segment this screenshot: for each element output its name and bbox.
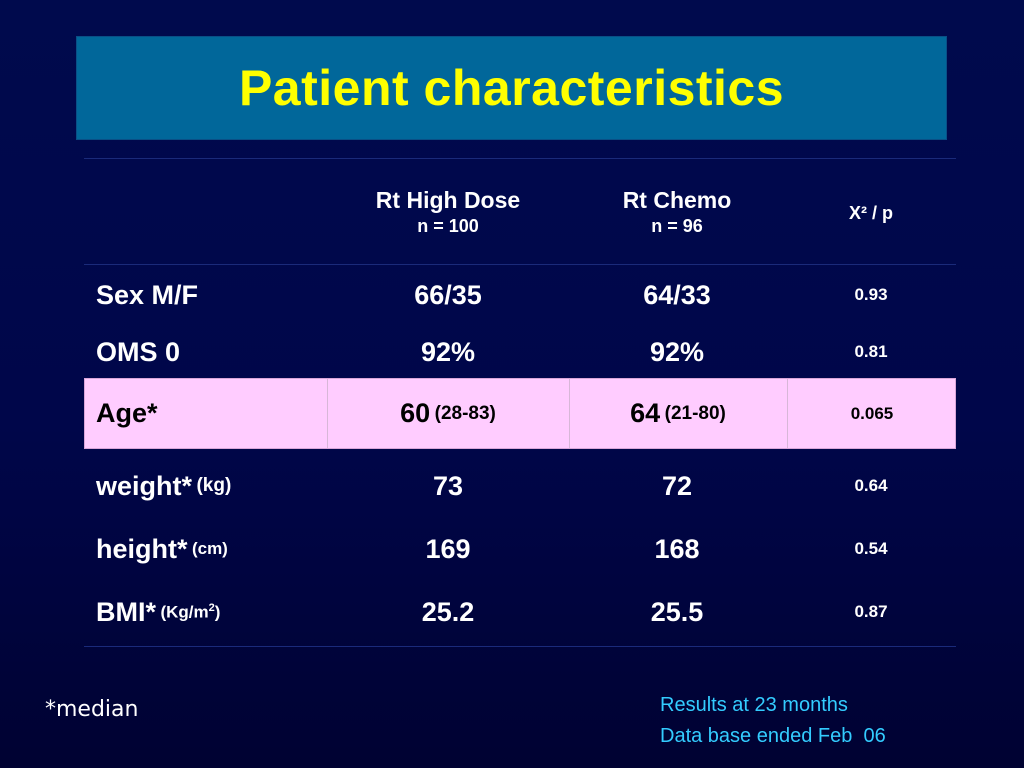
cell-height-p: 0.54 bbox=[854, 539, 888, 558]
column-divider bbox=[787, 379, 788, 448]
row-unit: (cm) bbox=[191, 539, 228, 558]
row-unit: (kg) bbox=[196, 475, 232, 496]
cell-oms-rt-chemo: 92% bbox=[649, 336, 705, 367]
cell-oms-p: 0.81 bbox=[854, 342, 888, 361]
footnote: *median bbox=[45, 697, 139, 722]
row-label-bmi: BMI* (Kg/m2) bbox=[96, 592, 326, 632]
table-bottom-rule bbox=[84, 646, 956, 647]
column-divider bbox=[569, 379, 570, 448]
row-label-text: BMI* bbox=[96, 596, 156, 627]
cell-age-p: 0.065 bbox=[850, 403, 894, 423]
row-unit: (Kg/m2) bbox=[160, 602, 220, 623]
results-line-1: Results at 23 months bbox=[660, 694, 848, 716]
column-n: n = 96 bbox=[651, 216, 703, 237]
cell-bmi-rt-high-dose: 25.2 bbox=[421, 596, 475, 627]
cell-oms-rt-high-dose: 92% bbox=[420, 336, 476, 367]
column-divider bbox=[327, 379, 328, 448]
age-range: (21-80) bbox=[664, 402, 726, 424]
column-header-rt-high-dose: Rt High Dose n = 100 bbox=[328, 180, 568, 244]
row-label-sex: Sex M/F bbox=[96, 279, 199, 310]
cell-sex-rt-chemo: 64/33 bbox=[643, 279, 711, 310]
age-row-highlight: Age* 60 (28-83) 64 (21-80) 0.065 bbox=[84, 378, 956, 449]
results-note: Results at 23 months Data base ended Feb… bbox=[660, 690, 886, 752]
cell-sex-p: 0.93 bbox=[854, 285, 888, 304]
cell-bmi-rt-chemo: 25.5 bbox=[650, 596, 704, 627]
age-median: 60 bbox=[400, 398, 431, 428]
row-label-oms: OMS 0 bbox=[96, 336, 181, 367]
header-rule bbox=[84, 264, 956, 265]
cell-age-rt-chemo: 64 (21-80) bbox=[570, 379, 786, 448]
row-label-age: Age* bbox=[96, 398, 158, 428]
results-line-2: Data base ended Feb 06 bbox=[660, 725, 886, 747]
unit-base: (Kg/m bbox=[160, 602, 209, 622]
row-label-height: height* (cm) bbox=[96, 529, 326, 569]
column-n: n = 100 bbox=[417, 216, 479, 237]
age-median: 64 bbox=[630, 398, 661, 428]
table-top-rule bbox=[84, 158, 956, 159]
cell-sex-rt-high-dose: 66/35 bbox=[414, 279, 482, 310]
cell-height-rt-high-dose: 169 bbox=[425, 533, 471, 564]
column-header-rt-chemo: Rt Chemo n = 96 bbox=[568, 180, 786, 244]
column-label: Rt Chemo bbox=[622, 187, 732, 214]
cell-age-rt-high-dose: 60 (28-83) bbox=[328, 379, 568, 448]
page-title: Patient characteristics bbox=[238, 60, 785, 116]
cell-height-rt-chemo: 168 bbox=[654, 533, 700, 564]
column-label: Rt High Dose bbox=[375, 187, 521, 214]
cell-weight-rt-chemo: 72 bbox=[661, 470, 693, 501]
cell-bmi-p: 0.87 bbox=[854, 602, 888, 621]
unit-superscript: 2 bbox=[208, 601, 215, 614]
row-label-text: height* bbox=[96, 533, 188, 564]
unit-close: ) bbox=[214, 602, 221, 622]
title-bar: Patient characteristics bbox=[77, 37, 946, 139]
age-range: (28-83) bbox=[434, 402, 496, 424]
cell-weight-p: 0.64 bbox=[854, 476, 888, 495]
row-label-weight: weight* (kg) bbox=[96, 466, 326, 506]
cell-weight-rt-high-dose: 73 bbox=[432, 470, 464, 501]
column-header-stat: X² / p bbox=[786, 196, 956, 230]
column-label: X² / p bbox=[849, 202, 893, 223]
row-label-text: weight* bbox=[96, 470, 193, 501]
